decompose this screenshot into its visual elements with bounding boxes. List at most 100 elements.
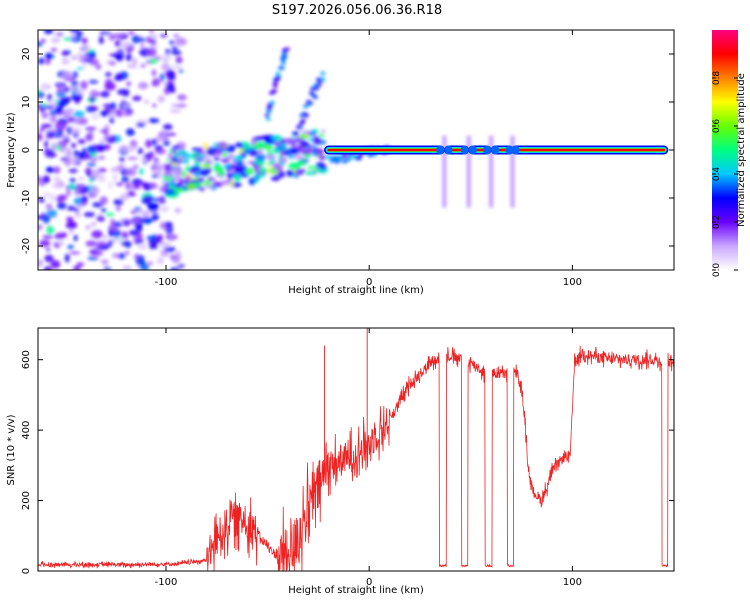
noise-blob — [61, 70, 74, 79]
noise-blob — [44, 152, 57, 158]
streak-blob — [217, 141, 228, 148]
noise-blob — [54, 107, 64, 114]
noise-blob — [109, 102, 117, 110]
streak-blob — [192, 182, 204, 187]
noise-blob — [66, 187, 71, 197]
colorbar-tick-label: 0.0 — [712, 263, 722, 278]
noise-blob — [122, 219, 131, 227]
snr-x-axis-label: Height of straight line (km) — [288, 585, 424, 596]
branch-blob — [264, 113, 270, 118]
gap-edge-blob — [505, 145, 514, 155]
snr-series-line — [38, 345, 674, 571]
streak-blob — [190, 166, 203, 170]
noise-blob — [89, 51, 96, 59]
noise-blob — [63, 148, 70, 158]
noise-blob — [77, 139, 86, 145]
noise-blob — [97, 245, 110, 250]
branch-blob — [308, 101, 314, 106]
spectrogram-y-axis-label: Frequency (Hz) — [6, 112, 17, 188]
snr-frame — [37, 327, 675, 572]
noise-blob — [113, 198, 124, 206]
noise-blob — [133, 182, 141, 190]
streak-blob — [163, 188, 176, 196]
noise-blob — [87, 256, 99, 261]
noise-blob — [70, 127, 82, 134]
gap-smear — [466, 135, 471, 208]
streak-blob — [213, 156, 220, 161]
streak-blob — [302, 148, 313, 155]
noise-blob — [44, 52, 54, 59]
spectrogram-x-ticks: -100 0 100 — [155, 30, 582, 288]
noise-blob — [169, 232, 175, 242]
noise-blob — [135, 239, 145, 244]
noise-blob — [45, 135, 55, 139]
noise-blob — [108, 61, 116, 66]
noise-blob — [46, 225, 55, 235]
gap-edge-blob — [491, 145, 500, 155]
branch-blob — [267, 104, 273, 109]
noise-blob — [40, 39, 47, 43]
noise-blob — [54, 232, 65, 240]
noise-blob — [82, 37, 88, 45]
noise-blob — [135, 259, 146, 266]
noise-blob — [177, 264, 185, 268]
noise-blob — [173, 34, 180, 38]
streak-blob — [288, 147, 299, 155]
noise-blob — [73, 110, 85, 118]
noise-blob — [50, 37, 61, 44]
streak-blob — [174, 187, 184, 193]
streak-blob — [248, 149, 259, 157]
noise-blob — [156, 136, 165, 142]
streak-blob — [304, 171, 317, 175]
noise-blob — [159, 195, 164, 205]
streak-blob — [229, 169, 235, 173]
streak-blob — [294, 171, 299, 179]
noise-blob — [97, 143, 106, 152]
noise-blob — [157, 95, 166, 103]
noise-blob — [141, 217, 153, 224]
branch-blob — [272, 89, 278, 94]
noise-blob — [72, 266, 81, 270]
noise-blob — [106, 137, 117, 144]
streak-blob — [253, 159, 266, 165]
streak-blob — [232, 159, 237, 163]
noise-blob — [175, 103, 187, 108]
noise-blob — [108, 228, 114, 237]
streak-blob — [172, 177, 181, 182]
noise-blob — [85, 225, 91, 230]
noise-blob — [43, 105, 56, 110]
noise-blob — [148, 245, 159, 250]
streak-blob — [172, 149, 178, 155]
noise-blob — [100, 208, 107, 213]
branch-blob — [342, 159, 348, 164]
streak-blob — [233, 175, 241, 181]
noise-blob — [78, 183, 85, 188]
noise-blob — [73, 93, 81, 102]
noise-blob — [128, 229, 140, 236]
branch-blob — [295, 125, 301, 130]
streak-blob — [184, 158, 189, 164]
snr-x-tick-label: 0 — [366, 577, 372, 588]
streak-blob — [173, 165, 183, 173]
noise-blob — [76, 262, 85, 267]
noise-blob — [151, 69, 157, 77]
noise-blob — [162, 140, 170, 146]
noise-blob — [38, 128, 46, 132]
noise-blob — [137, 147, 143, 155]
noise-blob — [175, 56, 183, 64]
noise-blob — [152, 78, 161, 87]
noise-blob — [38, 89, 41, 95]
streak-blob — [271, 162, 283, 167]
noise-blob — [112, 33, 124, 39]
noise-blob — [132, 95, 142, 101]
streak-blob — [268, 159, 276, 165]
branch-blob — [316, 77, 322, 82]
noise-blob — [152, 103, 157, 108]
noise-blob — [74, 89, 85, 95]
branch-blob — [279, 66, 285, 71]
branch-blob — [272, 81, 278, 86]
noise-blob — [63, 37, 72, 41]
noise-blob — [165, 49, 170, 56]
streak-blob — [256, 174, 266, 178]
colorbar-tick-label: 0.2 — [712, 215, 722, 229]
